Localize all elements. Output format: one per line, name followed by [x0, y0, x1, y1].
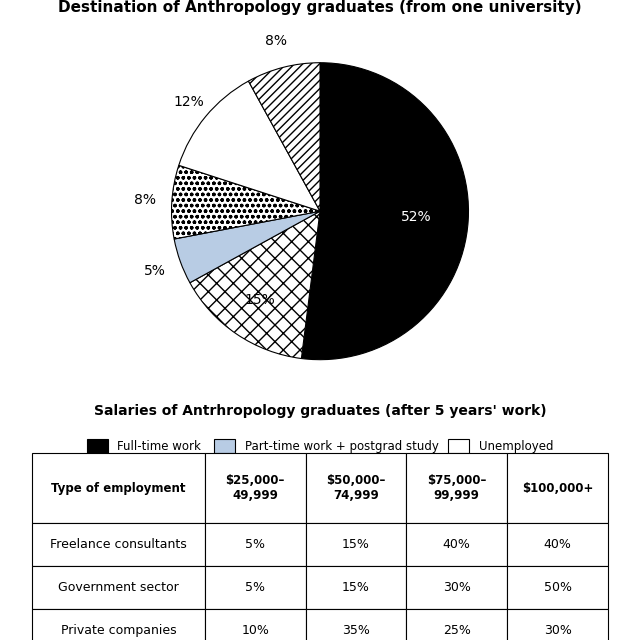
Wedge shape: [172, 165, 320, 239]
Wedge shape: [174, 211, 320, 283]
Title: Destination of Anthropology graduates (from one university): Destination of Anthropology graduates (f…: [58, 0, 582, 15]
Text: 8%: 8%: [266, 35, 287, 49]
Text: Salaries of Antrhropology graduates (after 5 years' work): Salaries of Antrhropology graduates (aft…: [93, 404, 547, 418]
Wedge shape: [248, 63, 320, 211]
Text: 15%: 15%: [244, 292, 275, 307]
Legend: Full-time work, Part-time work, Part-time work + postgrad study, Full-time postg: Full-time work, Part-time work, Part-tim…: [87, 439, 553, 472]
Text: 12%: 12%: [173, 95, 204, 109]
Wedge shape: [179, 81, 320, 211]
Wedge shape: [301, 63, 468, 360]
Text: 8%: 8%: [134, 193, 156, 207]
Text: 52%: 52%: [401, 211, 431, 224]
Wedge shape: [190, 211, 320, 358]
Text: 5%: 5%: [144, 264, 166, 278]
